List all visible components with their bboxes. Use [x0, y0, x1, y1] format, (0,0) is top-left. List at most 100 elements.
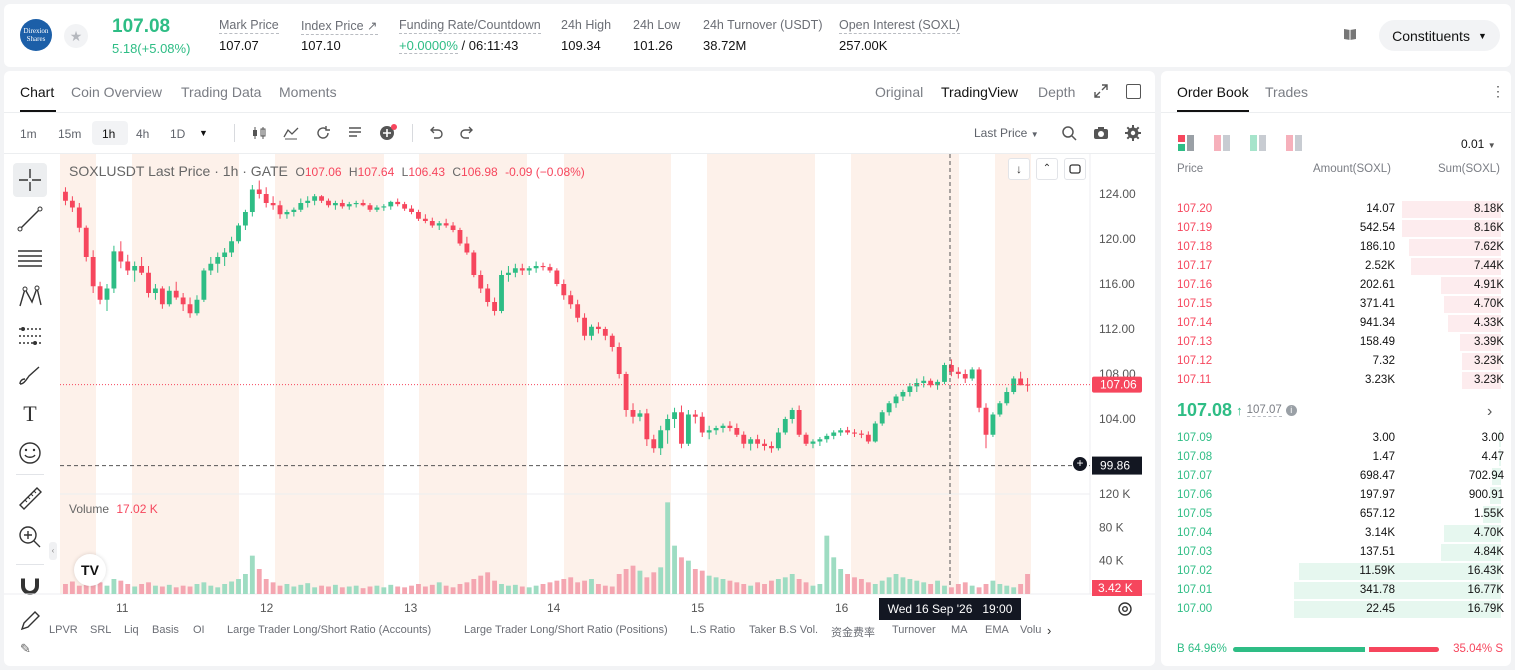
tab-chart[interactable]: Chart	[20, 84, 55, 100]
constituents-button[interactable]: Constituents ▼	[1379, 20, 1500, 51]
orderbook-row[interactable]: 107.19 542.54 8.16K	[1161, 219, 1515, 238]
indicator-12[interactable]: EMA	[985, 624, 1009, 636]
orderbook-row[interactable]: 107.02 11.59K 16.43K	[1161, 562, 1515, 581]
book-view-both-icon[interactable]	[1178, 135, 1194, 151]
indicator-10[interactable]: Turnover	[892, 624, 936, 636]
replay-icon[interactable]	[315, 125, 331, 141]
interval-dropdown-icon[interactable]: ▼	[199, 128, 208, 138]
interval-1h-bg[interactable]	[92, 121, 128, 145]
interval-1m[interactable]: 1m	[20, 127, 37, 141]
interval-4h[interactable]: 4h	[136, 127, 150, 141]
trend-line-tool-icon[interactable]	[13, 202, 47, 236]
pattern-tool-icon[interactable]	[13, 280, 47, 314]
camera-icon[interactable]	[1093, 125, 1109, 141]
orderbook-row[interactable]: 107.12 7.32 3.23K	[1161, 352, 1515, 371]
orderbook-row[interactable]: 107.15 371.41 4.70K	[1161, 295, 1515, 314]
scroll-to-latest-button[interactable]: ↓	[1008, 158, 1030, 180]
orderbook-row[interactable]: 107.11 3.23K 3.23K	[1161, 371, 1515, 390]
indicator-6[interactable]: Large Trader Long/Short Ratio (Positions…	[464, 624, 668, 636]
index-price-label[interactable]: Index Price ↗	[301, 19, 378, 35]
collapse-toolbar-icon[interactable]: ‹	[49, 542, 57, 560]
tab-trading-data[interactable]: Trading Data	[181, 84, 262, 100]
orderbook-row[interactable]: 107.09 3.00 3.00	[1161, 429, 1515, 448]
zoom-in-tool-icon[interactable]	[13, 520, 47, 554]
orderbook-row[interactable]: 107.07 698.47 702.94	[1161, 467, 1515, 486]
maximize-pane-button[interactable]	[1064, 158, 1086, 180]
tab-trades[interactable]: Trades	[1265, 84, 1309, 100]
favorite-star-icon[interactable]: ★	[64, 24, 88, 48]
fib-tool-icon[interactable]	[13, 241, 47, 275]
orderbook-row[interactable]: 107.08 1.47 4.47	[1161, 448, 1515, 467]
tab-order-book[interactable]: Order Book	[1177, 84, 1249, 100]
interval-1d[interactable]: 1D	[170, 127, 186, 141]
search-icon[interactable]	[1061, 125, 1077, 141]
orderbook-row[interactable]: 107.05 657.12 1.55K	[1161, 505, 1515, 524]
indicator-11[interactable]: MA	[951, 624, 968, 636]
indicator-8[interactable]: Taker B.S Vol.	[749, 624, 819, 636]
mark-price-label[interactable]: Mark Price	[219, 18, 279, 34]
expand-icon[interactable]	[1093, 83, 1109, 99]
interval-1h[interactable]: 1h	[102, 127, 116, 141]
price-chart[interactable]: 124.00120.00116.00112.00108.00104.00107.…	[4, 154, 1155, 614]
pencil-tool-icon[interactable]	[13, 604, 47, 638]
indicators-icon[interactable]	[283, 125, 299, 141]
book-view-bids-icon[interactable]	[1214, 135, 1230, 151]
mid-price[interactable]: 107.08 ↑ 107.07 i	[1177, 400, 1297, 421]
magnet-tool-icon[interactable]	[13, 568, 47, 602]
indicator-2[interactable]: Liq	[124, 624, 139, 636]
prediction-tool-icon[interactable]	[13, 319, 47, 353]
collapse-pane-button[interactable]: ⌃	[1036, 158, 1058, 180]
templates-icon[interactable]	[347, 125, 363, 141]
text-tool-icon[interactable]: T	[23, 401, 37, 426]
chart-settings-icon[interactable]	[1117, 601, 1133, 617]
precision-select[interactable]: 0.01 ▼	[1461, 137, 1496, 151]
funding-rate-label[interactable]: Funding Rate/Countdown	[399, 18, 541, 34]
view-depth[interactable]: Depth	[1038, 84, 1076, 100]
interval-15m[interactable]: 15m	[58, 127, 82, 141]
book-icon[interactable]	[1342, 26, 1358, 42]
price-type-select[interactable]: Last Price ▼	[974, 126, 1039, 140]
indicator-7[interactable]: L.S Ratio	[690, 624, 736, 636]
book-view-asks-icon[interactable]	[1250, 135, 1266, 151]
settings-gear-icon[interactable]	[1125, 125, 1141, 141]
orderbook-row[interactable]: 107.18 186.10 7.62K	[1161, 238, 1515, 257]
chevron-right-icon[interactable]: ›	[1487, 403, 1493, 420]
candle-type-icon[interactable]	[251, 125, 267, 141]
ruler-tool-icon[interactable]	[13, 481, 47, 515]
book-view-sells-icon[interactable]	[1286, 135, 1302, 151]
pencil-icon[interactable]: ✎	[20, 641, 31, 656]
orderbook-row[interactable]: 107.01 341.78 16.77K	[1161, 581, 1515, 600]
undo-icon[interactable]	[428, 125, 444, 141]
brush-tool-icon[interactable]	[13, 358, 47, 392]
orderbook-row[interactable]: 107.20 14.07 8.18K	[1161, 200, 1515, 219]
indicator-1[interactable]: SRL	[90, 624, 112, 636]
view-original[interactable]: Original	[875, 84, 924, 100]
orderbook-row[interactable]: 107.04 3.14K 4.70K	[1161, 524, 1515, 543]
indicator-scroll-right-icon[interactable]: ›	[1047, 623, 1052, 638]
indicator-3[interactable]: Basis	[152, 624, 179, 636]
add-order-icon[interactable]: +	[1072, 456, 1088, 472]
candle-body	[990, 414, 996, 435]
indicator-4[interactable]: OI	[193, 624, 205, 636]
tab-moments[interactable]: Moments	[279, 84, 337, 100]
orderbook-row[interactable]: 107.17 2.52K 7.44K	[1161, 257, 1515, 276]
orderbook-row[interactable]: 107.06 197.97 900.91	[1161, 486, 1515, 505]
tab-coin-overview[interactable]: Coin Overview	[71, 84, 163, 100]
open-interest-label[interactable]: Open Interest (SOXL)	[839, 18, 960, 34]
orderbook-row[interactable]: 107.14 941.34 4.33K	[1161, 314, 1515, 333]
indicator-5[interactable]: Large Trader Long/Short Ratio (Accounts)	[227, 624, 432, 636]
redo-icon[interactable]	[459, 125, 475, 141]
more-options-icon[interactable]: ⋮	[1491, 83, 1505, 99]
window-icon[interactable]	[1126, 84, 1141, 99]
add-alert-icon[interactable]	[379, 124, 397, 142]
view-tradingview[interactable]: TradingView	[941, 84, 1019, 100]
orderbook-row[interactable]: 107.16 202.61 4.91K	[1161, 276, 1515, 295]
orderbook-row[interactable]: 107.00 22.45 16.79K	[1161, 600, 1515, 619]
emoji-tool-icon[interactable]	[13, 436, 47, 470]
orderbook-row[interactable]: 107.03 137.51 4.84K	[1161, 543, 1515, 562]
indicator-0[interactable]: LPVR	[49, 624, 78, 636]
indicator-13[interactable]: Volu	[1020, 624, 1042, 636]
indicator-9[interactable]: 资金费率	[831, 627, 875, 639]
crosshair-tool-icon[interactable]	[13, 163, 47, 197]
orderbook-row[interactable]: 107.13 158.49 3.39K	[1161, 333, 1515, 352]
